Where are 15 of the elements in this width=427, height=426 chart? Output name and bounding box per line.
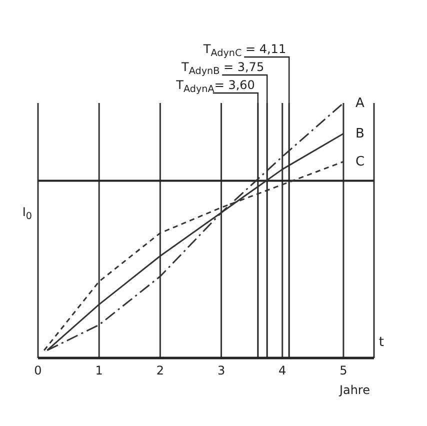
series-label: B — [355, 126, 364, 142]
series-label: A — [355, 96, 364, 111]
x-tick-label: 5 — [340, 364, 348, 378]
text: t — [378, 335, 384, 350]
x-tick-label: 0 — [34, 364, 42, 378]
ref-line-label: I$_{0}$ — [22, 204, 32, 222]
x-axis-title: Jahre — [338, 383, 370, 397]
x-tick-label: 2 — [156, 364, 164, 378]
ref-line-label: T$_{AdynA}$= 3,60 — [175, 78, 255, 95]
x-tick-label: 4 — [278, 364, 286, 378]
ref-line-label: T$_{AdynB}$ = 3,75 — [180, 60, 264, 77]
ref-line-label: T$_{AdynC}$ = 4,11 — [202, 42, 286, 59]
x-tick-label: 3 — [217, 364, 226, 378]
x-tick-label: 1 — [95, 364, 103, 378]
series-label: C — [355, 154, 365, 170]
